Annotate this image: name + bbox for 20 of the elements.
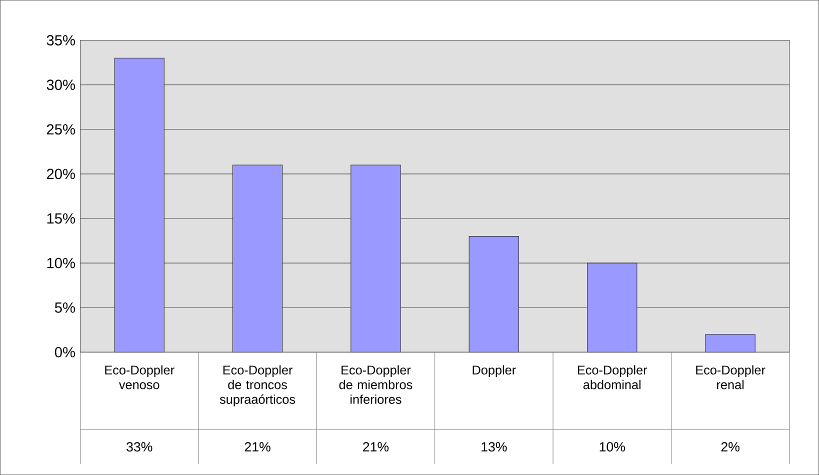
x-tick-label: Eco-Doppler de miembros inferiores: [339, 365, 412, 404]
y-tick-label: 10%: [47, 258, 76, 268]
data-label: 2%: [721, 442, 740, 452]
y-tick-label: 5%: [54, 302, 76, 313]
data-label: 13%: [482, 442, 507, 452]
data-label: 10%: [600, 442, 625, 452]
x-tick-label: Eco-Doppler venoso: [105, 365, 174, 390]
y-tick-label: 25%: [46, 124, 76, 135]
data-label: 21%: [363, 442, 389, 452]
x-tick-label: Doppler: [472, 365, 516, 378]
data-label: 33%: [126, 442, 152, 452]
x-tick-label: Eco-Doppler renal: [696, 365, 766, 390]
y-tick-label: 0%: [54, 346, 76, 358]
data-label: 21%: [244, 442, 270, 452]
y-tick-label: 20%: [46, 168, 76, 180]
y-tick-label: 15%: [47, 213, 76, 224]
x-tick-label: Eco-Doppler abdominal: [578, 365, 648, 390]
y-tick-label: 30%: [46, 80, 76, 90]
x-tick-label: Eco-Doppler de troncos supraaórticos: [220, 365, 296, 406]
y-tick-label: 35%: [46, 35, 76, 46]
